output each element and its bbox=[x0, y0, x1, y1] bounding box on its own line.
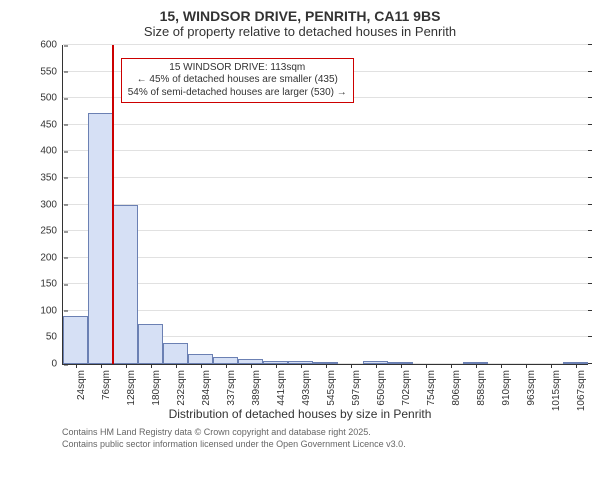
y-tick-mark-right bbox=[588, 204, 592, 205]
x-tick-label: 493sqm bbox=[301, 370, 312, 406]
y-tick-label: 400 bbox=[40, 146, 63, 157]
annotation-line: 54% of semi-detached houses are larger (… bbox=[128, 87, 347, 100]
y-tick-label: 550 bbox=[40, 66, 63, 77]
histogram-bar bbox=[213, 357, 238, 364]
x-tick-label: 597sqm bbox=[351, 370, 362, 406]
y-tick-label: 50 bbox=[46, 332, 63, 343]
x-tick-mark bbox=[126, 364, 127, 368]
y-tick-mark-right bbox=[588, 257, 592, 258]
y-tick-mark-right bbox=[588, 71, 592, 72]
histogram-bar bbox=[188, 354, 213, 364]
x-tick-label: 910sqm bbox=[501, 370, 512, 406]
histogram-bar bbox=[113, 205, 138, 365]
y-tick-mark-right bbox=[588, 124, 592, 125]
x-tick-mark bbox=[226, 364, 227, 368]
y-tick-label: 0 bbox=[51, 359, 63, 370]
x-tick-label: 24sqm bbox=[76, 370, 87, 400]
y-tick-label: 250 bbox=[40, 226, 63, 237]
x-tick-label: 754sqm bbox=[426, 370, 437, 406]
gridline bbox=[63, 177, 588, 178]
x-tick-mark bbox=[301, 364, 302, 368]
gridline bbox=[63, 283, 588, 284]
y-tick-mark-right bbox=[588, 44, 592, 45]
chart-area: Number of detached properties 0501001502… bbox=[62, 45, 588, 405]
histogram-bar bbox=[138, 324, 163, 364]
x-tick-mark bbox=[76, 364, 77, 368]
x-tick-label: 963sqm bbox=[526, 370, 537, 406]
histogram-bar bbox=[63, 316, 88, 364]
plot-region: Number of detached properties 0501001502… bbox=[62, 45, 588, 365]
gridline bbox=[63, 230, 588, 231]
x-tick-label: 232sqm bbox=[176, 370, 187, 406]
y-tick-mark-right bbox=[588, 230, 592, 231]
x-tick-mark bbox=[326, 364, 327, 368]
y-tick-label: 450 bbox=[40, 119, 63, 130]
x-tick-mark bbox=[101, 364, 102, 368]
annotation-line: ← 45% of detached houses are smaller (43… bbox=[128, 74, 347, 87]
annotation-box: 15 WINDSOR DRIVE: 113sqm← 45% of detache… bbox=[121, 58, 354, 104]
histogram-bar bbox=[163, 343, 188, 364]
x-tick-label: 702sqm bbox=[401, 370, 412, 406]
annotation-line: 15 WINDSOR DRIVE: 113sqm bbox=[128, 62, 347, 75]
x-tick-mark bbox=[376, 364, 377, 368]
footer-line-2: Contains public sector information licen… bbox=[62, 439, 590, 451]
gridline bbox=[63, 204, 588, 205]
histogram-bar bbox=[88, 113, 113, 364]
x-tick-mark bbox=[476, 364, 477, 368]
y-tick-label: 150 bbox=[40, 279, 63, 290]
y-tick-mark-right bbox=[588, 336, 592, 337]
x-tick-mark bbox=[426, 364, 427, 368]
x-tick-label: 128sqm bbox=[126, 370, 137, 406]
y-tick-label: 100 bbox=[40, 305, 63, 316]
gridline bbox=[63, 257, 588, 258]
x-tick-mark bbox=[151, 364, 152, 368]
chart-title: 15, WINDSOR DRIVE, PENRITH, CA11 9BS bbox=[0, 0, 600, 24]
y-tick-label: 500 bbox=[40, 93, 63, 104]
y-tick-mark-right bbox=[588, 150, 592, 151]
y-tick-label: 600 bbox=[40, 40, 63, 51]
x-tick-mark bbox=[526, 364, 527, 368]
y-tick-label: 200 bbox=[40, 252, 63, 263]
y-tick-mark-right bbox=[588, 363, 592, 364]
y-tick-mark-right bbox=[588, 97, 592, 98]
x-tick-mark bbox=[576, 364, 577, 368]
x-tick-label: 858sqm bbox=[476, 370, 487, 406]
x-tick-label: 180sqm bbox=[151, 370, 162, 406]
chart-subtitle: Size of property relative to detached ho… bbox=[0, 24, 600, 45]
x-tick-label: 650sqm bbox=[376, 370, 387, 406]
footer: Contains HM Land Registry data © Crown c… bbox=[0, 421, 600, 450]
gridline bbox=[63, 124, 588, 125]
reference-line bbox=[112, 45, 114, 364]
x-tick-label: 284sqm bbox=[201, 370, 212, 406]
x-tick-mark bbox=[551, 364, 552, 368]
gridline bbox=[63, 310, 588, 311]
gridline bbox=[63, 44, 588, 45]
y-tick-mark-right bbox=[588, 283, 592, 284]
footer-line-1: Contains HM Land Registry data © Crown c… bbox=[62, 427, 590, 439]
x-tick-label: 806sqm bbox=[451, 370, 462, 406]
x-tick-label: 76sqm bbox=[101, 370, 112, 400]
y-tick-label: 350 bbox=[40, 172, 63, 183]
x-tick-label: 337sqm bbox=[226, 370, 237, 406]
y-tick-mark-right bbox=[588, 310, 592, 311]
x-tick-label: 545sqm bbox=[326, 370, 337, 406]
x-tick-label: 441sqm bbox=[276, 370, 287, 406]
y-tick-mark-right bbox=[588, 177, 592, 178]
x-tick-mark bbox=[501, 364, 502, 368]
x-tick-mark bbox=[176, 364, 177, 368]
gridline bbox=[63, 150, 588, 151]
y-tick-label: 300 bbox=[40, 199, 63, 210]
x-tick-label: 1067sqm bbox=[576, 370, 587, 411]
x-tick-mark bbox=[401, 364, 402, 368]
x-tick-mark bbox=[351, 364, 352, 368]
x-axis-label: Distribution of detached houses by size … bbox=[0, 407, 600, 421]
x-tick-mark bbox=[451, 364, 452, 368]
x-tick-label: 1015sqm bbox=[551, 370, 562, 411]
x-tick-mark bbox=[276, 364, 277, 368]
x-tick-mark bbox=[251, 364, 252, 368]
x-tick-mark bbox=[201, 364, 202, 368]
x-tick-label: 389sqm bbox=[251, 370, 262, 406]
